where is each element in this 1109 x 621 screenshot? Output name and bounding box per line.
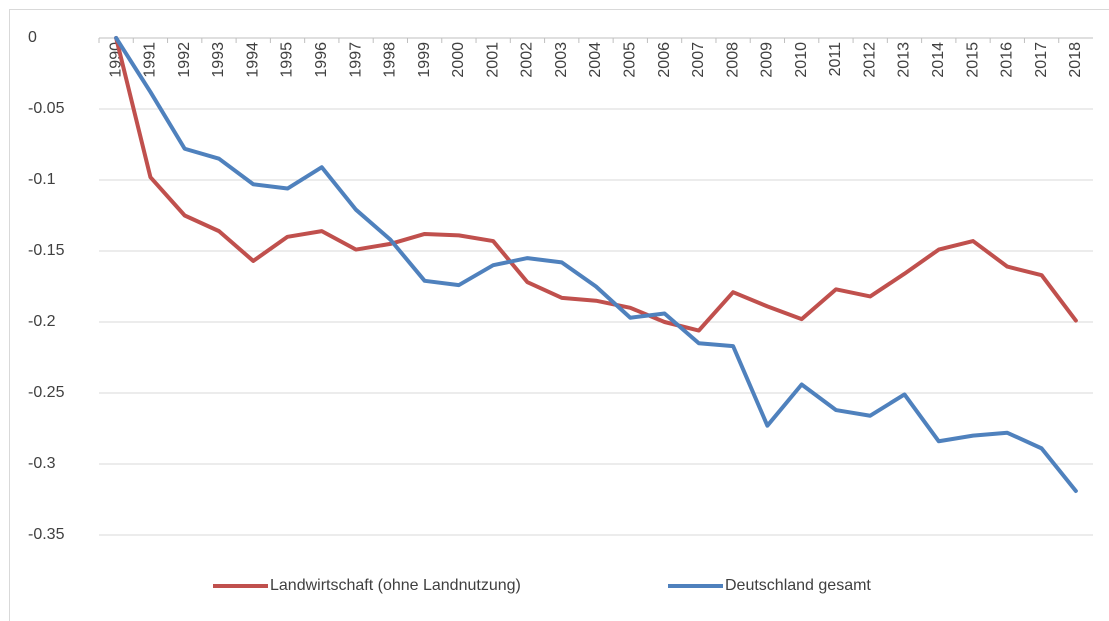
x-tick-label: 2018: [1067, 42, 1084, 78]
y-tick-label: -0.3: [28, 455, 56, 472]
legend-label: Deutschland gesamt: [725, 577, 871, 594]
y-tick-label: 0: [28, 29, 37, 46]
y-tick-label: -0.35: [28, 526, 65, 543]
y-tick-label: -0.15: [28, 242, 65, 259]
x-tick-label: 1994: [244, 42, 261, 78]
x-tick-label: 2010: [793, 42, 810, 78]
x-tick-label: 2009: [759, 42, 776, 78]
x-tick-label: 1999: [416, 42, 433, 78]
x-tick-label: 2016: [999, 42, 1016, 78]
x-tick-label: 1997: [347, 42, 364, 78]
x-tick-label: 2015: [964, 42, 981, 78]
y-tick-label: -0.05: [28, 100, 65, 117]
x-tick-label: 2008: [724, 42, 741, 78]
x-tick-label: 2002: [519, 42, 536, 78]
x-tick-label: 1996: [313, 42, 330, 78]
x-tick-label: 2007: [690, 42, 707, 78]
line-series: [114, 36, 1078, 333]
x-tick-label: 2011: [827, 42, 844, 77]
x-tick-label: 2004: [587, 42, 604, 78]
legend-label: Landwirtschaft (ohne Landnutzung): [270, 577, 521, 594]
x-tick-label: 2012: [861, 42, 878, 78]
x-tick-label: 1995: [279, 42, 296, 78]
x-tick-label: 2013: [896, 42, 913, 78]
line-series: [114, 36, 1078, 493]
x-tick-label: 2001: [484, 42, 501, 78]
x-tick-label: 2006: [656, 42, 673, 78]
x-tick-label: 1992: [176, 42, 193, 78]
y-tick-label: -0.25: [28, 384, 65, 401]
x-tick-label: 2000: [450, 42, 467, 78]
x-tick-label: 2005: [621, 42, 638, 78]
y-tick-label: -0.1: [28, 171, 56, 188]
y-tick-label: -0.2: [28, 313, 56, 330]
x-tick-label: 2014: [930, 42, 947, 78]
x-tick-label: 1993: [210, 42, 227, 78]
chart-border: [9, 9, 1109, 621]
x-tick-label: 2017: [1033, 42, 1050, 78]
x-tick-label: 1991: [142, 42, 159, 78]
x-tick-label: 1998: [382, 42, 399, 78]
x-tick-label: 2003: [553, 42, 570, 78]
